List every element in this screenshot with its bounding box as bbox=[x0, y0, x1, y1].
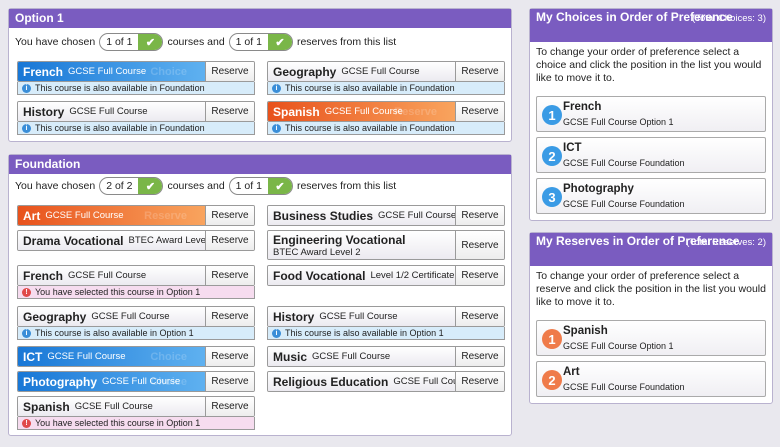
course-spanish-option1: Spanish GCSE Full Course Reserve Reserve i… bbox=[267, 101, 505, 135]
course-choice-toggle[interactable]: History GCSE Full Course bbox=[268, 307, 455, 326]
reserve-button[interactable]: Reserve bbox=[205, 231, 254, 250]
reserve-button[interactable]: Reserve bbox=[455, 231, 504, 259]
option1-choices-counter: 1 of 1 ✔ bbox=[99, 33, 164, 51]
reserve-button[interactable]: Reserve bbox=[455, 62, 504, 81]
reserve-button[interactable]: Reserve bbox=[455, 372, 504, 391]
course-ict-foundation: ICT GCSE Full Course Choice Reserve bbox=[17, 346, 255, 367]
foundation-panel: Foundation You have chosen 2 of 2 ✔ cours… bbox=[8, 154, 512, 436]
course-business-studies-foundation: Business Studies GCSE Full Course Reserve bbox=[267, 205, 505, 226]
reserve-button[interactable]: Reserve bbox=[205, 347, 254, 366]
reserve-button[interactable]: Reserve bbox=[205, 372, 254, 391]
reserves-title: My Reserves in Order of Preference bbox=[536, 234, 740, 248]
choice-item[interactable]: 1 French GCSE Full Course Option 1 bbox=[536, 96, 766, 132]
course-photography-foundation: Photography GCSE Full Course Choice Reserv… bbox=[17, 371, 255, 392]
course-engineering-vocational-foundation: Engineering Vocational BTEC Award Level 2… bbox=[267, 230, 505, 260]
option1-summary: You have chosen 1 of 1 ✔ courses and 1 of… bbox=[15, 33, 396, 51]
rank-badge: 2 bbox=[542, 146, 562, 166]
choice-item[interactable]: 3 Photography GCSE Full Course Foundatio… bbox=[536, 178, 766, 214]
choices-title: My Choices in Order of Preference bbox=[536, 10, 733, 24]
availability-note: i This course is also available in Founda… bbox=[17, 82, 255, 95]
info-icon: i bbox=[272, 83, 281, 93]
course-choice-toggle[interactable]: Music GCSE Full Course bbox=[268, 347, 455, 366]
info-icon: i bbox=[272, 123, 281, 133]
foundation-choices-counter: 2 of 2 ✔ bbox=[99, 177, 164, 195]
info-icon: i bbox=[22, 328, 31, 338]
course-french-option1: French GCSE Full Course Choice Reserve i Th… bbox=[17, 61, 255, 95]
reserves-total: (Total Reserves: 2) bbox=[686, 237, 766, 248]
course-music-foundation: Music GCSE Full Course Reserve bbox=[267, 346, 505, 367]
check-icon: ✔ bbox=[267, 34, 292, 50]
rank-badge: 1 bbox=[542, 329, 562, 349]
availability-note: i This course is also available in Founda… bbox=[267, 82, 505, 95]
reserve-button[interactable]: Reserve bbox=[205, 397, 254, 416]
reserve-button[interactable]: Reserve bbox=[455, 266, 504, 285]
reserve-button[interactable]: Reserve bbox=[205, 266, 254, 285]
option1-title: Option 1 bbox=[9, 9, 511, 28]
course-history-foundation: History GCSE Full Course Reserve i This co… bbox=[267, 306, 505, 340]
course-choice-toggle[interactable]: Spanish GCSE Full Course Reserve bbox=[268, 102, 455, 121]
course-choice-toggle[interactable]: History GCSE Full Course bbox=[18, 102, 205, 121]
reserve-button[interactable]: Reserve bbox=[455, 347, 504, 366]
reserve-button[interactable]: Reserve bbox=[455, 307, 504, 326]
course-choice-toggle[interactable]: Food Vocational Level 1/2 Certificate bbox=[268, 266, 455, 285]
option1-reserves-counter: 1 of 1 ✔ bbox=[228, 33, 293, 51]
availability-note: i This course is also available in Option… bbox=[267, 327, 505, 340]
warning-icon: ! bbox=[22, 418, 31, 428]
check-icon: ✔ bbox=[267, 178, 292, 194]
reserves-description: To change your order of preference selec… bbox=[536, 270, 766, 308]
choices-total: (Total Choices: 3) bbox=[692, 13, 766, 24]
course-choice-toggle[interactable]: Business Studies GCSE Full Course bbox=[268, 206, 455, 225]
info-icon: i bbox=[272, 328, 281, 338]
course-geography-foundation: Geography GCSE Full Course Reserve i This … bbox=[17, 306, 255, 340]
foundation-reserves-counter: 1 of 1 ✔ bbox=[228, 177, 293, 195]
reserves-panel: My Reserves in Order of Preference (Tota… bbox=[529, 232, 773, 404]
rank-badge: 3 bbox=[542, 187, 562, 207]
reserve-button[interactable]: Reserve bbox=[205, 307, 254, 326]
reserve-button[interactable]: Reserve bbox=[205, 62, 254, 81]
check-icon: ✔ bbox=[138, 34, 163, 50]
choice-item[interactable]: 2 ICT GCSE Full Course Foundation bbox=[536, 137, 766, 173]
selected-elsewhere-note: ! You have selected this course in Option… bbox=[17, 417, 255, 430]
info-icon: i bbox=[22, 123, 31, 133]
rank-badge: 1 bbox=[542, 105, 562, 125]
choices-description: To change your order of preference selec… bbox=[536, 46, 762, 84]
course-french-foundation: French GCSE Full Course Reserve ! You have… bbox=[17, 265, 255, 299]
course-choice-toggle[interactable]: French GCSE Full Course Choice bbox=[18, 62, 205, 81]
reserve-button[interactable]: Reserve bbox=[205, 206, 254, 225]
course-food-vocational-foundation: Food Vocational Level 1/2 Certificate Res… bbox=[267, 265, 505, 286]
course-choice-toggle[interactable]: Spanish GCSE Full Course bbox=[18, 397, 205, 416]
reserve-button[interactable]: Reserve bbox=[455, 102, 504, 121]
reserve-item[interactable]: 2 Art GCSE Full Course Foundation bbox=[536, 361, 766, 397]
warning-icon: ! bbox=[22, 287, 31, 297]
course-choice-toggle[interactable]: Geography GCSE Full Course bbox=[268, 62, 455, 81]
selected-elsewhere-note: ! You have selected this course in Option… bbox=[17, 286, 255, 299]
course-geography-option1: Geography GCSE Full Course Reserve i This … bbox=[267, 61, 505, 95]
availability-note: i This course is also available in Founda… bbox=[17, 122, 255, 135]
foundation-title: Foundation bbox=[9, 155, 511, 174]
course-choice-toggle[interactable]: ICT GCSE Full Course Choice bbox=[18, 347, 205, 366]
course-choice-toggle[interactable]: Engineering Vocational BTEC Award Level 2 bbox=[268, 231, 455, 259]
course-choice-toggle[interactable]: French GCSE Full Course bbox=[18, 266, 205, 285]
check-icon: ✔ bbox=[138, 178, 163, 194]
rank-badge: 2 bbox=[542, 370, 562, 390]
foundation-summary: You have chosen 2 of 2 ✔ courses and 1 of… bbox=[15, 177, 396, 195]
reserve-button[interactable]: Reserve bbox=[205, 102, 254, 121]
course-spanish-foundation: Spanish GCSE Full Course Reserve ! You hav… bbox=[17, 396, 255, 430]
course-art-foundation: Art GCSE Full Course Reserve Reserve bbox=[17, 205, 255, 226]
reserve-item[interactable]: 1 Spanish GCSE Full Course Option 1 bbox=[536, 320, 766, 356]
availability-note: i This course is also available in Founda… bbox=[267, 122, 505, 135]
info-icon: i bbox=[22, 83, 31, 93]
course-history-option1: History GCSE Full Course Reserve i This co… bbox=[17, 101, 255, 135]
availability-note: i This course is also available in Option… bbox=[17, 327, 255, 340]
course-choice-toggle[interactable]: Art GCSE Full Course Reserve bbox=[18, 206, 205, 225]
choices-panel: My Choices in Order of Preference (Total… bbox=[529, 8, 773, 221]
reserve-button[interactable]: Reserve bbox=[455, 206, 504, 225]
option1-panel: Option 1 You have chosen 1 of 1 ✔ courses… bbox=[8, 8, 512, 142]
course-choice-toggle[interactable]: Photography GCSE Full Course Choice bbox=[18, 372, 205, 391]
course-choice-toggle[interactable]: Geography GCSE Full Course bbox=[18, 307, 205, 326]
